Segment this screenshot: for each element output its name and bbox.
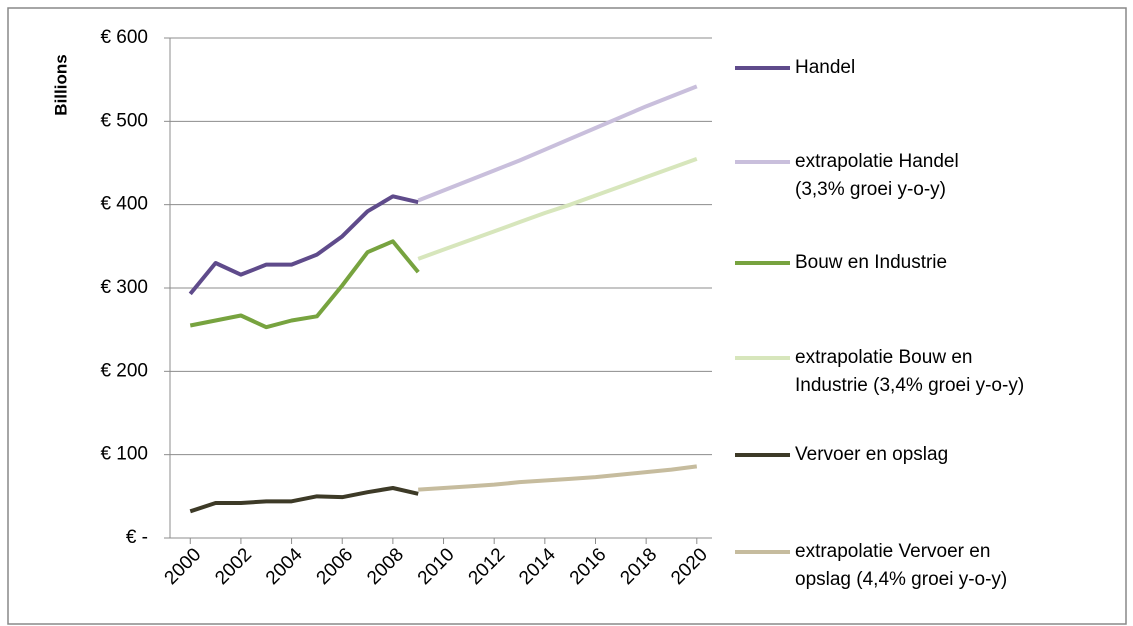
y-tick-label: € 400 [100,194,148,215]
y-tick-label: € 300 [100,277,148,298]
x-tick-label: 2002 [211,544,256,589]
x-tick-label: 2000 [161,544,206,589]
series-line [189,239,420,330]
series-line [418,464,698,492]
y-tick-label: € 100 [100,444,148,465]
x-tick-label: 2018 [616,544,661,589]
y-axis-label: Billions [51,54,70,115]
legend-label: Vervoer en opslag [795,444,949,465]
legend-label: extrapolatie Handel (3,3% groei y-o-y) [795,151,959,200]
chart-border [7,7,1127,625]
series-line [188,194,419,296]
series-line [417,84,698,203]
x-tick-label: 2020 [667,544,712,589]
y-tick-label: € 500 [100,110,148,131]
legend-label: extrapolatie Vervoer en opslag (4,4% gro… [795,541,1008,590]
legend-label: Handel [795,57,856,78]
x-tick-label: 2004 [262,544,307,589]
y-tick-label: € - [126,527,148,548]
series-line [417,156,698,261]
x-tick-label: 2010 [414,544,459,589]
x-tick-label: 2016 [566,544,611,589]
y-tick-label: € 200 [100,360,148,381]
x-tick-label: 2008 [363,544,408,589]
x-tick-label: 2012 [465,544,510,589]
legend-label: extrapolatie Bouw en Industrie (3,4% gro… [795,347,1025,396]
series-line [189,486,419,514]
x-tick-label: 2006 [313,544,358,589]
legend-label: Bouw en Industrie [795,252,948,273]
x-tick-label: 2014 [515,544,560,589]
y-tick-label: € 600 [100,27,148,48]
